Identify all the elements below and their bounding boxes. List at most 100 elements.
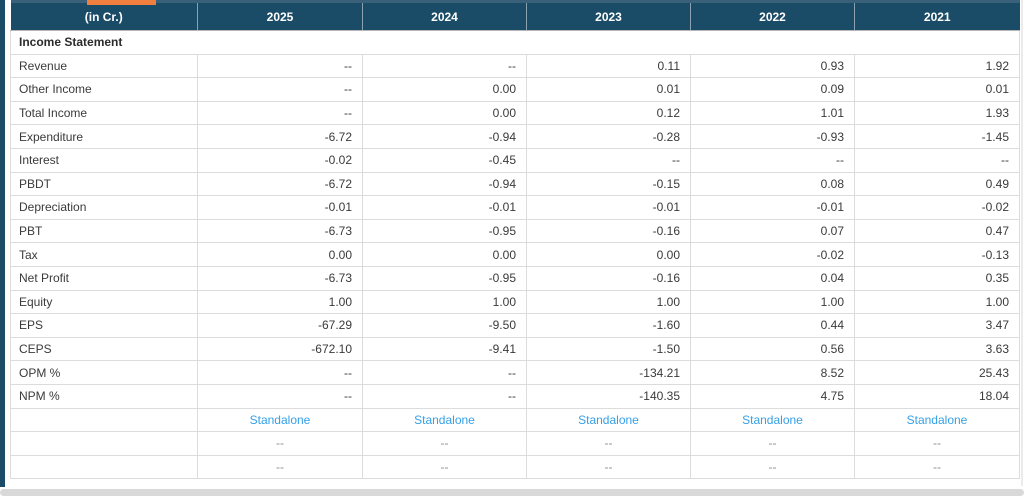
- value-cell: -0.13: [854, 242, 1020, 267]
- value-cell: --: [197, 360, 363, 385]
- value-cell: 0.35: [854, 265, 1020, 291]
- dash-cell: --: [690, 431, 855, 456]
- value-cell: -0.16: [526, 218, 691, 244]
- value-cell: -140.35: [526, 383, 691, 409]
- row-label: Net Profit: [10, 265, 198, 291]
- table-row: CEPS -672.10 -9.41 -1.50 0.56 3.63: [10, 336, 1020, 362]
- income-statement-table: (in Cr.) 2025 2024 2023 2022 2021 Income Sta…: [10, 0, 1020, 480]
- value-cell: 0.01: [526, 77, 691, 102]
- table-row: PBDT -6.72 -0.94 -0.15 0.08 0.49: [10, 171, 1020, 197]
- value-cell: -6.73: [197, 265, 363, 291]
- dash-cell: --: [197, 431, 363, 456]
- year-header-2022: 2022: [690, 0, 855, 31]
- right-edge-line: [1021, 0, 1023, 486]
- value-cell: --: [197, 53, 363, 79]
- unit-header: (in Cr.): [10, 0, 198, 31]
- value-cell: -0.94: [362, 124, 527, 149]
- value-cell: -0.45: [362, 147, 527, 173]
- horizontal-scrollbar[interactable]: [0, 489, 1024, 496]
- value-cell: -0.16: [526, 265, 691, 291]
- row-label: CEPS: [10, 336, 198, 362]
- value-cell: 25.43: [854, 360, 1020, 385]
- dash-row: -- -- -- -- --: [10, 454, 1020, 480]
- table-row: NPM % -- -- -140.35 4.75 18.04: [10, 383, 1020, 409]
- left-accent-bar: [0, 0, 5, 487]
- row-label: Total Income: [10, 100, 198, 126]
- value-cell: 1.00: [690, 289, 855, 315]
- value-cell: -1.45: [854, 124, 1020, 149]
- value-cell: 0.00: [362, 77, 527, 102]
- value-cell: 8.52: [690, 360, 855, 385]
- dash-cell: --: [526, 431, 691, 456]
- row-label: Interest: [10, 147, 198, 173]
- table-row: PBT -6.73 -0.95 -0.16 0.07 0.47: [10, 218, 1020, 244]
- value-cell: 1.93: [854, 100, 1020, 126]
- value-cell: 0.11: [526, 53, 691, 79]
- value-cell: --: [854, 147, 1020, 173]
- value-cell: -134.21: [526, 360, 691, 385]
- dash-cell: --: [362, 454, 527, 480]
- value-cell: -0.94: [362, 171, 527, 197]
- year-header-2024: 2024: [362, 0, 527, 31]
- value-cell: -0.02: [854, 195, 1020, 220]
- dash-cell: --: [854, 454, 1020, 480]
- empty-cell: [10, 407, 198, 433]
- year-header-2025: 2025: [197, 0, 363, 31]
- value-cell: -0.01: [197, 195, 363, 220]
- value-cell: -0.95: [362, 218, 527, 244]
- value-cell: 4.75: [690, 383, 855, 409]
- value-cell: 0.44: [690, 313, 855, 338]
- value-cell: 0.00: [362, 242, 527, 267]
- standalone-link[interactable]: Standalone: [690, 407, 855, 433]
- value-cell: -672.10: [197, 336, 363, 362]
- value-cell: 0.93: [690, 53, 855, 79]
- value-cell: --: [362, 383, 527, 409]
- table-row: Expenditure -6.72 -0.94 -0.28 -0.93 -1.45: [10, 124, 1020, 149]
- value-cell: -0.15: [526, 171, 691, 197]
- row-label: Expenditure: [10, 124, 198, 149]
- value-cell: -0.01: [526, 195, 691, 220]
- row-label: EPS: [10, 313, 198, 338]
- dash-cell: --: [362, 431, 527, 456]
- value-cell: 18.04: [854, 383, 1020, 409]
- dash-cell: --: [854, 431, 1020, 456]
- standalone-row: Standalone Standalone Standalone Standalone…: [10, 407, 1020, 433]
- value-cell: 0.08: [690, 171, 855, 197]
- value-cell: 0.00: [197, 242, 363, 267]
- table-row: Total Income -- 0.00 0.12 1.01 1.93: [10, 100, 1020, 126]
- table-row: EPS -67.29 -9.50 -1.60 0.44 3.47: [10, 313, 1020, 338]
- value-cell: 1.00: [854, 289, 1020, 315]
- value-cell: 1.00: [526, 289, 691, 315]
- table-body: Income Statement Revenue -- -- 0.11 0.93 1.92…: [10, 30, 1020, 480]
- value-cell: 0.56: [690, 336, 855, 362]
- section-header-row: Income Statement: [10, 30, 1020, 55]
- value-cell: 3.63: [854, 336, 1020, 362]
- active-tab-indicator: [87, 0, 156, 5]
- table-row: Interest -0.02 -0.45 -- -- --: [10, 147, 1020, 173]
- value-cell: 1.00: [197, 289, 363, 315]
- value-cell: 1.01: [690, 100, 855, 126]
- dash-cell: --: [526, 454, 691, 480]
- row-label: OPM %: [10, 360, 198, 385]
- value-cell: 0.09: [690, 77, 855, 102]
- value-cell: -6.72: [197, 124, 363, 149]
- value-cell: 0.01: [854, 77, 1020, 102]
- value-cell: -6.73: [197, 218, 363, 244]
- table-row: Net Profit -6.73 -0.95 -0.16 0.04 0.35: [10, 265, 1020, 291]
- standalone-link[interactable]: Standalone: [526, 407, 691, 433]
- value-cell: --: [197, 383, 363, 409]
- standalone-link[interactable]: Standalone: [362, 407, 527, 433]
- value-cell: -9.41: [362, 336, 527, 362]
- value-cell: -0.95: [362, 265, 527, 291]
- table-row: OPM % -- -- -134.21 8.52 25.43: [10, 360, 1020, 385]
- table-row: Equity 1.00 1.00 1.00 1.00 1.00: [10, 289, 1020, 315]
- standalone-link[interactable]: Standalone: [197, 407, 363, 433]
- row-label: PBT: [10, 218, 198, 244]
- value-cell: --: [197, 77, 363, 102]
- value-cell: -1.50: [526, 336, 691, 362]
- value-cell: -1.60: [526, 313, 691, 338]
- value-cell: 0.49: [854, 171, 1020, 197]
- standalone-link[interactable]: Standalone: [854, 407, 1020, 433]
- value-cell: 0.00: [362, 100, 527, 126]
- section-title: Income Statement: [10, 30, 1020, 55]
